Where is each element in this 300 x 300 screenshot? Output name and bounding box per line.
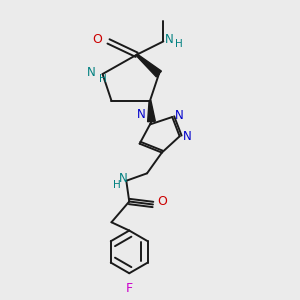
Text: N: N bbox=[175, 109, 184, 122]
Polygon shape bbox=[136, 54, 161, 77]
Text: H: H bbox=[175, 39, 182, 50]
Polygon shape bbox=[148, 100, 155, 122]
Text: O: O bbox=[92, 33, 102, 46]
Text: N: N bbox=[86, 66, 95, 79]
Text: N: N bbox=[119, 172, 128, 185]
Text: N: N bbox=[183, 130, 191, 143]
Text: H: H bbox=[99, 74, 106, 84]
Text: H: H bbox=[112, 180, 120, 190]
Text: N: N bbox=[137, 109, 146, 122]
Text: N: N bbox=[165, 33, 174, 46]
Text: O: O bbox=[158, 195, 167, 208]
Text: F: F bbox=[126, 282, 133, 295]
